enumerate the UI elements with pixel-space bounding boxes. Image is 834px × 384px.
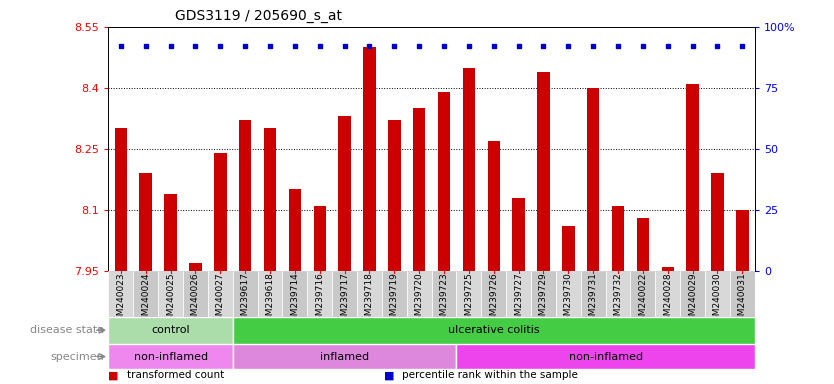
Bar (189, 263, 202, 271)
Bar (562, 226, 575, 271)
Bar (656, 271, 681, 317)
Bar (158, 271, 183, 317)
Bar (339, 116, 351, 271)
Text: GSM239730: GSM239730 (564, 272, 573, 327)
Bar (332, 271, 357, 317)
Bar (264, 129, 276, 271)
Text: GSM240031: GSM240031 (738, 272, 746, 327)
Text: specimen: specimen (51, 351, 104, 362)
Bar (164, 194, 177, 271)
Text: GSM239725: GSM239725 (465, 272, 474, 327)
Text: GSM239732: GSM239732 (614, 272, 622, 327)
Bar (512, 197, 525, 271)
Bar (481, 271, 506, 317)
Bar (456, 271, 481, 317)
Text: GSM240028: GSM240028 (663, 272, 672, 327)
Text: GSM239716: GSM239716 (315, 272, 324, 327)
Text: ■: ■ (108, 370, 119, 380)
Text: GSM239723: GSM239723 (440, 272, 449, 327)
Bar (283, 271, 307, 317)
Text: GSM240026: GSM240026 (191, 272, 200, 327)
Text: non-inflamed: non-inflamed (569, 351, 643, 362)
Bar (456, 344, 755, 369)
Bar (587, 88, 600, 271)
Text: GSM239729: GSM239729 (539, 272, 548, 327)
Text: GSM239618: GSM239618 (265, 272, 274, 327)
Text: GSM240023: GSM240023 (117, 272, 125, 327)
Bar (183, 271, 208, 317)
Text: GSM240025: GSM240025 (166, 272, 175, 327)
Text: GSM239719: GSM239719 (389, 272, 399, 327)
Text: ulcerative colitis: ulcerative colitis (448, 325, 540, 335)
Bar (463, 68, 475, 271)
Text: percentile rank within the sample: percentile rank within the sample (402, 370, 578, 380)
Text: GSM239726: GSM239726 (490, 272, 498, 327)
Bar (705, 271, 730, 317)
Bar (506, 271, 531, 317)
Bar (537, 71, 550, 271)
Bar (730, 271, 755, 317)
Bar (139, 173, 152, 271)
Bar (258, 271, 283, 317)
Bar (580, 271, 605, 317)
Bar (388, 120, 400, 271)
Bar (432, 271, 456, 317)
Bar (364, 47, 375, 271)
Bar (208, 271, 233, 317)
Bar (612, 206, 625, 271)
Text: GDS3119 / 205690_s_at: GDS3119 / 205690_s_at (175, 9, 342, 23)
Bar (438, 92, 450, 271)
Bar (108, 344, 233, 369)
Text: GSM239714: GSM239714 (290, 272, 299, 327)
Bar (736, 210, 749, 271)
Text: GSM240022: GSM240022 (638, 272, 647, 327)
Text: control: control (151, 325, 190, 335)
Text: GSM240024: GSM240024 (141, 272, 150, 327)
Bar (133, 271, 158, 317)
Bar (108, 317, 233, 344)
Bar (233, 271, 258, 317)
Bar (531, 271, 556, 317)
Bar (233, 344, 456, 369)
Bar (636, 218, 649, 271)
Bar (382, 271, 407, 317)
Bar (214, 153, 227, 271)
Text: GSM239720: GSM239720 (414, 272, 424, 327)
Bar (239, 120, 251, 271)
Text: GSM239727: GSM239727 (514, 272, 523, 327)
Text: non-inflamed: non-inflamed (133, 351, 208, 362)
Text: transformed count: transformed count (127, 370, 224, 380)
Bar (314, 206, 326, 271)
Bar (289, 189, 301, 271)
Bar (233, 317, 755, 344)
Text: GSM240030: GSM240030 (713, 272, 722, 327)
Bar (488, 141, 500, 271)
Bar (108, 271, 133, 317)
Bar (686, 84, 699, 271)
Bar (681, 271, 705, 317)
Bar (307, 271, 332, 317)
Text: GSM240029: GSM240029 (688, 272, 697, 327)
Text: disease state: disease state (30, 325, 104, 335)
Text: GSM239718: GSM239718 (365, 272, 374, 327)
Text: inflamed: inflamed (320, 351, 369, 362)
Text: ■: ■ (384, 370, 394, 380)
Text: GSM239717: GSM239717 (340, 272, 349, 327)
Text: GSM240027: GSM240027 (216, 272, 225, 327)
Text: GSM239617: GSM239617 (241, 272, 249, 327)
Bar (357, 271, 382, 317)
Bar (605, 271, 631, 317)
Bar (114, 129, 127, 271)
Bar (631, 271, 656, 317)
Bar (711, 173, 724, 271)
Text: GSM239731: GSM239731 (589, 272, 598, 327)
Bar (661, 266, 674, 271)
Bar (407, 271, 432, 317)
Bar (556, 271, 580, 317)
Bar (413, 108, 425, 271)
